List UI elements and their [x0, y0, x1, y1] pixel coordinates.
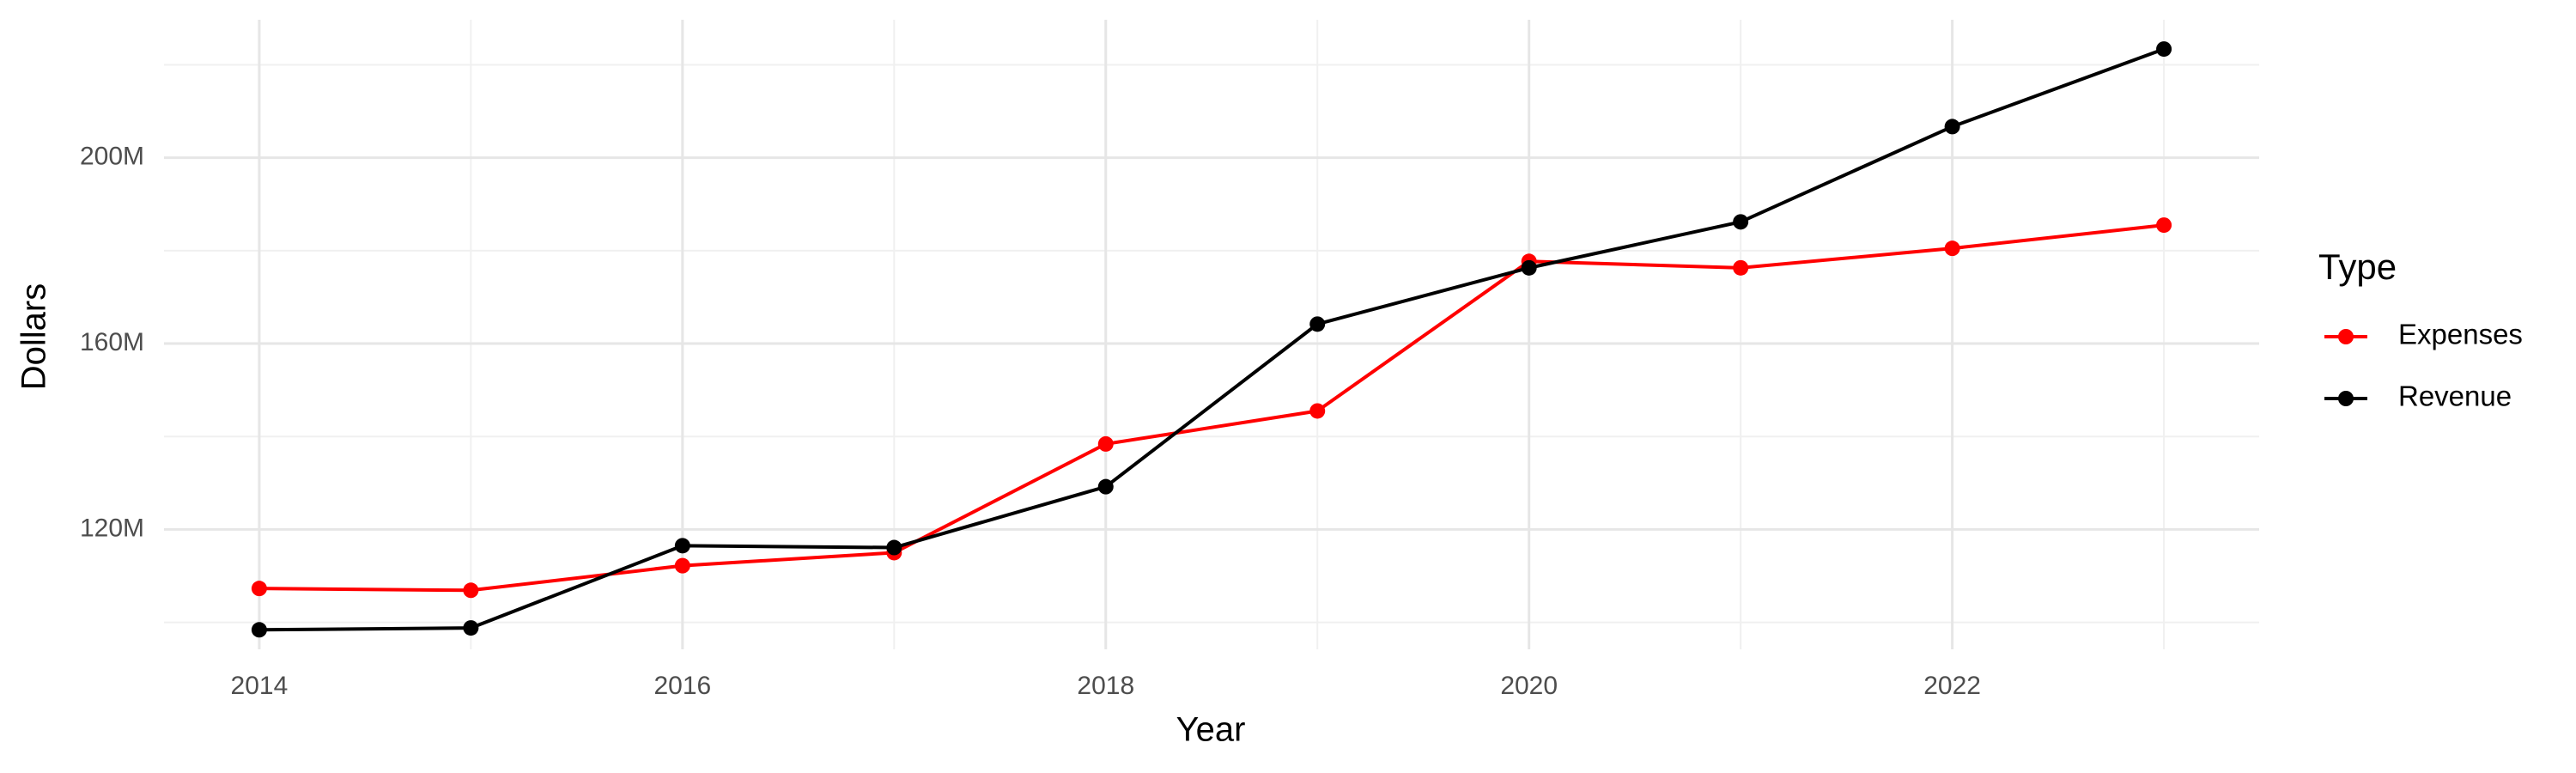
data-point	[2156, 217, 2172, 234]
data-point	[1733, 259, 1749, 276]
y-axis-title: Dollars	[15, 283, 53, 390]
y-tick-label: 120M	[80, 514, 144, 542]
data-point	[1097, 478, 1114, 495]
data-point	[251, 581, 267, 597]
legend-label: Expenses	[2398, 319, 2523, 350]
x-tick-label: 2016	[653, 672, 711, 700]
data-point	[674, 538, 690, 554]
y-tick-label: 200M	[80, 143, 144, 171]
x-tick-label: 2022	[1923, 672, 1981, 700]
data-point	[1521, 259, 1537, 276]
legend-marker	[2338, 391, 2354, 406]
data-point	[1309, 403, 1326, 419]
data-point	[463, 582, 479, 599]
y-tick-label: 160M	[80, 328, 144, 356]
data-point	[1944, 119, 1960, 135]
data-point	[251, 622, 267, 638]
data-point	[1944, 240, 1960, 257]
data-point	[674, 557, 690, 574]
x-axis-title: Year	[1176, 711, 1246, 749]
x-tick-label: 2014	[231, 672, 289, 700]
data-point	[463, 620, 479, 636]
x-tick-label: 2018	[1077, 672, 1134, 700]
data-point	[1309, 316, 1326, 332]
legend-marker	[2338, 329, 2354, 344]
series-line	[258, 223, 2165, 593]
data-point	[1097, 435, 1114, 452]
series-line	[258, 47, 2165, 632]
data-point	[2156, 41, 2172, 58]
legend-title: Type	[2318, 247, 2397, 287]
legend-label: Revenue	[2398, 380, 2512, 412]
x-tick-label: 2020	[1500, 672, 1558, 700]
data-point	[1733, 214, 1749, 230]
data-point	[886, 539, 902, 556]
